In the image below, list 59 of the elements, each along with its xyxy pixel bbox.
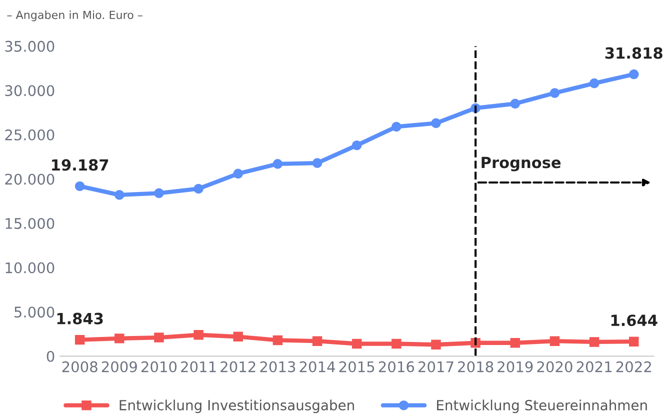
- y-tick-label: 10.000: [6, 262, 54, 274]
- point: [194, 184, 204, 194]
- y-tick-label: 30.000: [5, 85, 54, 96]
- point: [312, 158, 322, 168]
- y-tick-label: 25.000: [5, 129, 54, 140]
- x-tick-label: 2022: [616, 361, 651, 372]
- point: [550, 88, 560, 98]
- point: [352, 140, 362, 150]
- point: [272, 335, 283, 346]
- point: [114, 190, 124, 200]
- y-tick-label: 35.000: [5, 40, 54, 52]
- point: [629, 336, 639, 346]
- point: [392, 338, 402, 349]
- y-tick-label: 0: [46, 350, 54, 362]
- legend-label: Entwicklung Steuereinnahmen: [437, 400, 647, 414]
- point: [352, 338, 362, 349]
- x-tick-label: 2013: [260, 361, 296, 372]
- point: [233, 332, 243, 342]
- point: [629, 69, 639, 80]
- x-tick-label: 2016: [378, 361, 414, 372]
- data-label: 31.818: [605, 47, 662, 59]
- x-tick-label: 2008: [62, 361, 98, 372]
- point: [114, 334, 124, 344]
- point: [272, 159, 283, 169]
- point: [431, 340, 441, 350]
- point: [589, 337, 600, 347]
- x-tick-label: 2017: [418, 361, 454, 372]
- point: [154, 188, 164, 198]
- point: [589, 78, 600, 88]
- data-label: 1.843: [57, 312, 103, 324]
- data-label: 1.644: [611, 314, 658, 326]
- point: [74, 334, 85, 345]
- point: [312, 336, 322, 346]
- text: – Angaben in Mio. Euro –: [7, 10, 142, 22]
- point: [233, 168, 243, 179]
- data-label: 19.187: [52, 159, 108, 171]
- x-tick-label: 2021: [576, 361, 612, 372]
- point: [74, 181, 85, 192]
- x-tick-label: 2019: [498, 361, 533, 372]
- x-tick-label: 2009: [102, 361, 137, 372]
- point: [154, 332, 164, 342]
- y-tick-label: 20.000: [5, 174, 54, 185]
- y-tick-label: 15.000: [6, 218, 54, 230]
- legend-label: Entwicklung Investitionsausgaben: [120, 400, 354, 414]
- point: [550, 336, 560, 346]
- point: [510, 98, 520, 109]
- x-tick-label: 2010: [141, 361, 177, 372]
- ref-line-label: Prognose: [482, 156, 561, 172]
- point: [194, 330, 204, 340]
- point: [392, 122, 402, 132]
- point: [510, 338, 520, 348]
- x-tick-label: 2011: [181, 361, 216, 372]
- x-tick-label: 2018: [458, 361, 494, 372]
- x-tick-label: 2012: [220, 361, 256, 372]
- y-tick-label: 5.000: [14, 306, 54, 318]
- x-tick-label: 2020: [537, 361, 572, 372]
- point: [431, 118, 441, 128]
- x-tick-label: 2014: [300, 361, 336, 372]
- x-tick-label: 2015: [339, 361, 374, 372]
